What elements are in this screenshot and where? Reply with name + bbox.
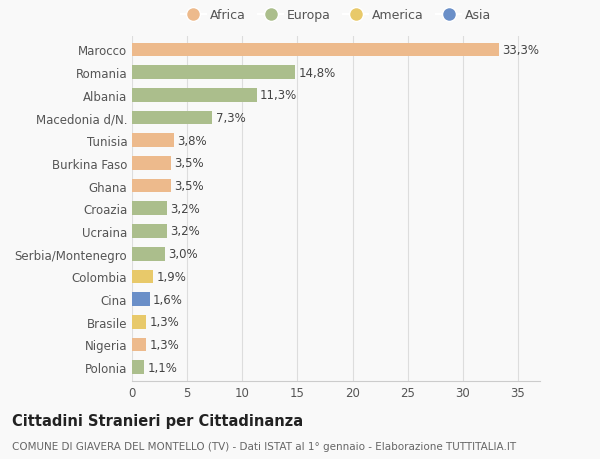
Bar xyxy=(132,157,170,170)
Bar xyxy=(132,315,146,329)
Bar xyxy=(132,66,295,80)
Text: 3,5%: 3,5% xyxy=(174,180,203,193)
Text: 3,0%: 3,0% xyxy=(169,248,198,261)
Bar xyxy=(132,112,212,125)
Text: 3,2%: 3,2% xyxy=(170,202,200,215)
Text: 1,1%: 1,1% xyxy=(148,361,178,374)
Bar xyxy=(132,247,165,261)
Text: 3,8%: 3,8% xyxy=(177,134,207,147)
Text: Cittadini Stranieri per Cittadinanza: Cittadini Stranieri per Cittadinanza xyxy=(12,413,303,428)
Bar xyxy=(132,134,174,148)
Text: 3,5%: 3,5% xyxy=(174,157,203,170)
Bar xyxy=(132,202,167,216)
Text: 3,2%: 3,2% xyxy=(170,225,200,238)
Text: 14,8%: 14,8% xyxy=(299,67,336,79)
Bar xyxy=(132,293,149,306)
Text: 7,3%: 7,3% xyxy=(216,112,245,125)
Bar xyxy=(132,179,170,193)
Text: 1,3%: 1,3% xyxy=(149,338,179,351)
Bar xyxy=(132,225,167,238)
Text: 1,6%: 1,6% xyxy=(153,293,183,306)
Text: 33,3%: 33,3% xyxy=(503,44,539,57)
Bar xyxy=(132,361,144,374)
Text: 11,3%: 11,3% xyxy=(260,89,297,102)
Legend: Africa, Europa, America, Asia: Africa, Europa, America, Asia xyxy=(176,4,496,27)
Text: COMUNE DI GIAVERA DEL MONTELLO (TV) - Dati ISTAT al 1° gennaio - Elaborazione TU: COMUNE DI GIAVERA DEL MONTELLO (TV) - Da… xyxy=(12,441,516,451)
Bar xyxy=(132,44,499,57)
Bar xyxy=(132,338,146,352)
Bar xyxy=(132,270,153,284)
Text: 1,3%: 1,3% xyxy=(149,316,179,329)
Bar xyxy=(132,89,257,102)
Text: 1,9%: 1,9% xyxy=(156,270,186,283)
